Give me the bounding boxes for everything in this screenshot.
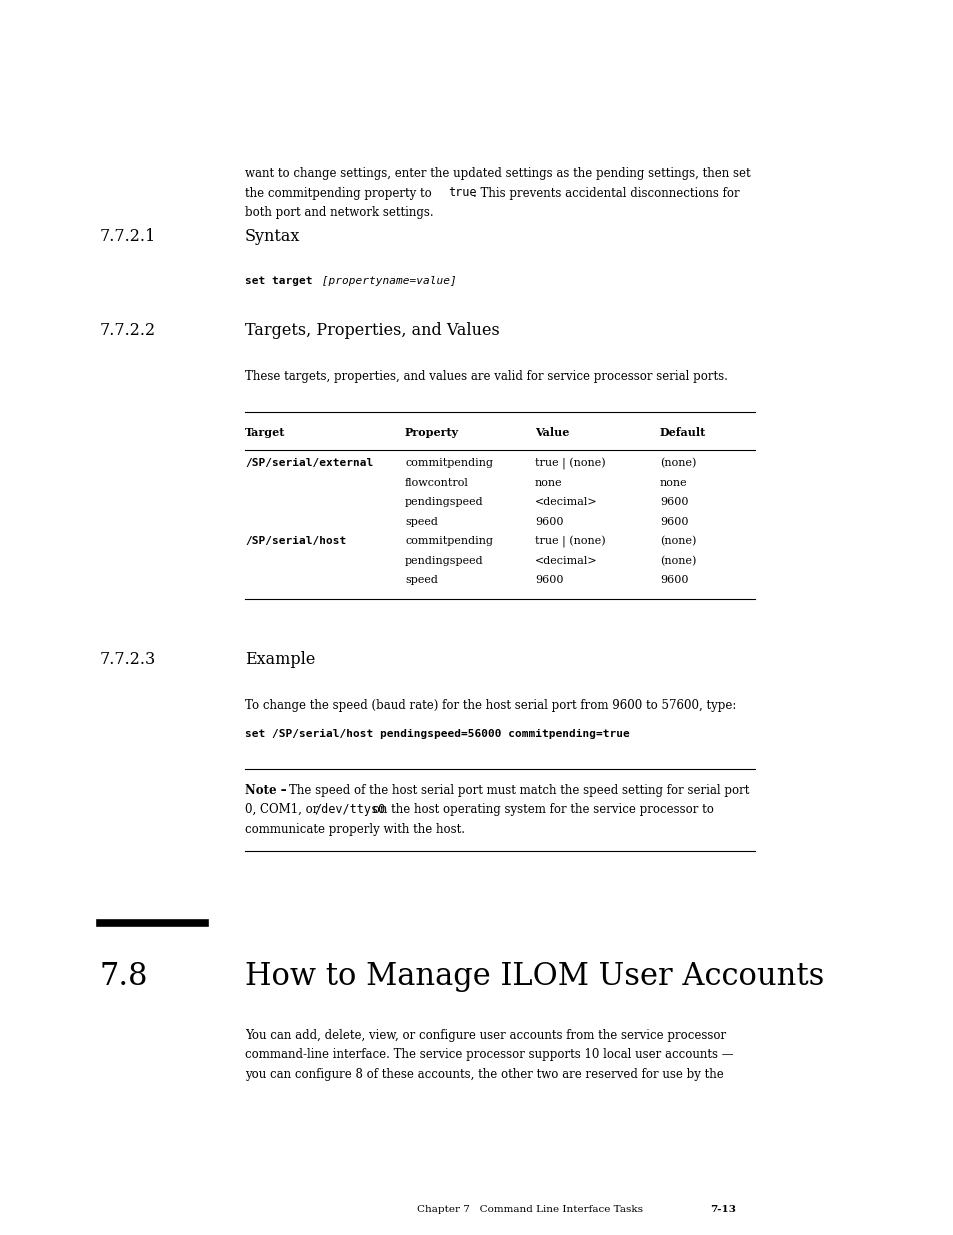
- Text: commitpending: commitpending: [405, 458, 493, 468]
- Text: Value: Value: [535, 427, 569, 438]
- Text: communicate properly with the host.: communicate properly with the host.: [245, 823, 464, 836]
- Text: true | (none): true | (none): [535, 536, 605, 548]
- Text: 7.7.2.1: 7.7.2.1: [100, 228, 156, 245]
- Text: speed: speed: [405, 516, 437, 526]
- Text: Chapter 7   Command Line Interface Tasks: Chapter 7 Command Line Interface Tasks: [416, 1205, 642, 1214]
- Text: true: true: [448, 186, 476, 200]
- Text: These targets, properties, and values are valid for service processor serial por: These targets, properties, and values ar…: [245, 370, 727, 383]
- Text: 7.8: 7.8: [100, 961, 149, 992]
- Text: /dev/ttys0: /dev/ttys0: [314, 803, 385, 816]
- Text: want to change settings, enter the updated settings as the pending settings, the: want to change settings, enter the updat…: [245, 167, 750, 180]
- Text: <decimal>: <decimal>: [535, 556, 597, 566]
- Text: set target: set target: [245, 275, 313, 287]
- Text: You can add, delete, view, or configure user accounts from the service processor: You can add, delete, view, or configure …: [245, 1029, 725, 1041]
- Text: commitpending: commitpending: [405, 536, 493, 546]
- Text: true | (none): true | (none): [535, 458, 605, 471]
- Text: 7-13: 7-13: [709, 1205, 735, 1214]
- Text: (none): (none): [659, 536, 696, 546]
- Text: (none): (none): [659, 458, 696, 468]
- Text: (none): (none): [659, 556, 696, 566]
- Text: pendingspeed: pendingspeed: [405, 496, 483, 508]
- Text: Targets, Properties, and Values: Targets, Properties, and Values: [245, 322, 499, 338]
- Text: 9600: 9600: [535, 516, 563, 526]
- Text: The speed of the host serial port must match the speed setting for serial port: The speed of the host serial port must m…: [289, 783, 749, 797]
- Text: 7.7.2.2: 7.7.2.2: [100, 322, 156, 338]
- Text: Syntax: Syntax: [245, 228, 300, 245]
- Text: command-line interface. The service processor supports 10 local user accounts —: command-line interface. The service proc…: [245, 1049, 733, 1061]
- Text: 9600: 9600: [659, 576, 688, 585]
- Text: [propertyname=value]: [propertyname=value]: [314, 275, 456, 287]
- Text: How to Manage ILOM User Accounts: How to Manage ILOM User Accounts: [245, 961, 823, 992]
- Text: Default: Default: [659, 427, 705, 438]
- Text: Note –: Note –: [245, 783, 286, 797]
- Text: pendingspeed: pendingspeed: [405, 556, 483, 566]
- Text: 9600: 9600: [659, 516, 688, 526]
- Text: none: none: [535, 478, 562, 488]
- Text: you can configure 8 of these accounts, the other two are reserved for use by the: you can configure 8 of these accounts, t…: [245, 1067, 723, 1081]
- Text: Target: Target: [245, 427, 285, 438]
- Text: 9600: 9600: [659, 496, 688, 508]
- Text: Example: Example: [245, 651, 315, 667]
- Text: 7.7.2.3: 7.7.2.3: [100, 651, 156, 667]
- Text: <decimal>: <decimal>: [535, 496, 597, 508]
- Text: on the host operating system for the service processor to: on the host operating system for the ser…: [369, 803, 713, 816]
- Text: Property: Property: [405, 427, 458, 438]
- Text: set /SP/serial/host pendingspeed=56000 commitpending=true: set /SP/serial/host pendingspeed=56000 c…: [245, 729, 629, 739]
- Text: 0, COM1, or: 0, COM1, or: [245, 803, 322, 816]
- Text: both port and network settings.: both port and network settings.: [245, 206, 434, 219]
- Text: the commitpending property to: the commitpending property to: [245, 186, 435, 200]
- Text: /SP/serial/external: /SP/serial/external: [245, 458, 373, 468]
- Text: none: none: [659, 478, 687, 488]
- Text: To change the speed (baud rate) for the host serial port from 9600 to 57600, typ: To change the speed (baud rate) for the …: [245, 699, 736, 711]
- Text: /SP/serial/host: /SP/serial/host: [245, 536, 346, 546]
- Text: speed: speed: [405, 576, 437, 585]
- Text: . This prevents accidental disconnections for: . This prevents accidental disconnection…: [473, 186, 739, 200]
- Text: flowcontrol: flowcontrol: [405, 478, 468, 488]
- Text: 9600: 9600: [535, 576, 563, 585]
